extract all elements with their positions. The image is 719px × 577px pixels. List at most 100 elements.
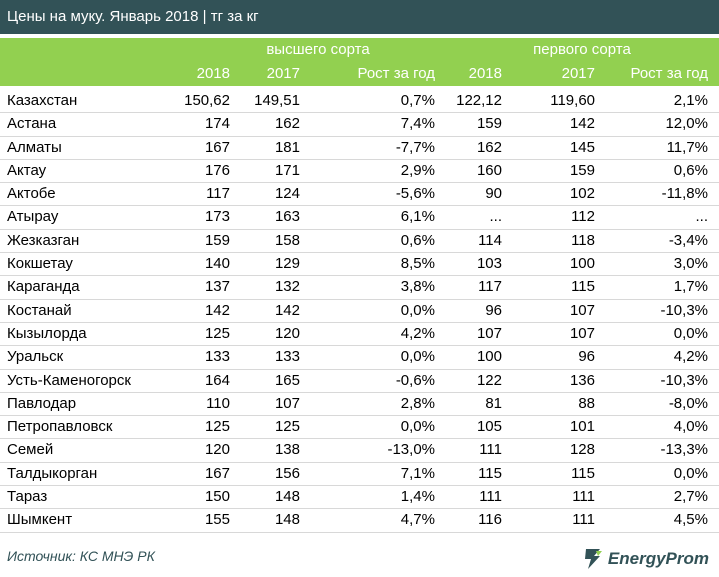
value-cell: 0,7% (400, 92, 435, 109)
value-cell: 0,0% (400, 418, 435, 436)
value-cell: 1,4% (400, 488, 435, 506)
value-cell: 128 (569, 441, 595, 459)
value-cell: 101 (569, 418, 595, 436)
value-cell: 159 (569, 161, 595, 179)
city-cell: Жезказган (7, 231, 80, 249)
value-cell: 3,0% (673, 255, 708, 273)
city-cell: Атырау (7, 208, 59, 226)
value-cell: 115 (571, 278, 595, 296)
value-cell: 176 (204, 161, 230, 179)
value-cell: 6,1% (400, 208, 435, 226)
value-cell: 105 (476, 418, 502, 436)
value-cell: -13,0% (387, 441, 435, 459)
value-cell: 132 (274, 278, 300, 296)
value-cell: 125 (204, 324, 230, 342)
value-cell: -0,6% (395, 371, 435, 389)
city-cell: Актау (7, 161, 47, 179)
table-row: Уральск 133 133 0,0% 100 96 4,2% (0, 346, 719, 370)
value-cell: 2,7% (673, 488, 708, 506)
table-row: Усть-Каменогорск 164 165 -0,6% 122 136 -10,3% (0, 370, 719, 393)
value-cell: 148 (274, 488, 300, 506)
value-cell: 118 (571, 231, 595, 249)
value-cell: 12,0% (665, 115, 708, 133)
value-cell: 120 (204, 441, 230, 459)
value-cell: 145 (569, 138, 595, 156)
value-cell: 0,0% (400, 348, 435, 366)
table-row: Жезказган 159 158 0,6% 114 118 -3,4% (0, 230, 719, 254)
value-cell: 125 (274, 418, 300, 436)
value-cell: 156 (274, 464, 300, 482)
energyprom-logo-icon (584, 549, 602, 569)
value-cell: 155 (204, 511, 230, 529)
value-cell: -8,0% (668, 394, 708, 412)
value-cell: 129 (274, 255, 300, 273)
city-cell: Шымкент (7, 511, 73, 529)
value-cell: 107 (476, 324, 502, 342)
group-premium: высшего сорта (266, 41, 370, 58)
value-cell: 7,4% (400, 115, 435, 133)
col-header: 2017 (266, 65, 300, 82)
value-cell: -5,6% (395, 185, 435, 203)
city-cell: Тараз (7, 488, 48, 506)
city-cell: Астана (7, 115, 57, 133)
table-row: Павлодар 110 107 2,8% 81 88 -8,0% (0, 393, 719, 417)
column-header-row: 2018 2017 Рост за год 2018 2017 Рост за … (0, 62, 719, 86)
value-cell: 122 (476, 371, 502, 389)
value-cell: 122,12 (456, 92, 502, 109)
value-cell: 90 (485, 185, 502, 203)
col-header: 2018 (196, 65, 230, 82)
value-cell: 116 (478, 511, 502, 529)
city-cell: Усть-Каменогорск (7, 371, 131, 389)
table-title: Цены на муку. Январь 2018 | тг за кг (0, 0, 719, 34)
value-cell: 167 (204, 138, 230, 156)
value-cell: 181 (274, 138, 300, 156)
value-cell: 111 (572, 488, 595, 506)
value-cell: 3,8% (400, 278, 435, 296)
city-cell: Талдыкорган (7, 464, 98, 482)
value-cell: 162 (274, 115, 300, 133)
value-cell: 133 (274, 348, 300, 366)
value-cell: 133 (204, 348, 230, 366)
value-cell: 142 (569, 115, 595, 133)
value-cell: 111 (479, 488, 502, 506)
value-cell: 2,1% (673, 92, 708, 109)
value-cell: -3,4% (668, 231, 708, 249)
value-cell: 150 (204, 488, 230, 506)
value-cell: 0,6% (400, 231, 435, 249)
value-cell: 162 (476, 138, 502, 156)
value-cell: 4,7% (400, 511, 435, 529)
city-cell: Кызылорда (7, 324, 87, 342)
table-row: Костанай 142 142 0,0% 96 107 -10,3% (0, 300, 719, 323)
value-cell: 165 (274, 371, 300, 389)
table-row: Семей 120 138 -13,0% 111 128 -13,3% (0, 439, 719, 463)
value-cell: 0,6% (673, 161, 708, 179)
value-cell: 163 (274, 208, 300, 226)
value-cell: 81 (485, 394, 502, 412)
table-row: Караганда 137 132 3,8% 117 115 1,7% (0, 276, 719, 300)
value-cell: 174 (204, 115, 230, 133)
col-header: 2017 (561, 65, 595, 82)
table-row: Талдыкорган 167 156 7,1% 115 115 0,0% (0, 463, 719, 487)
value-cell: 4,5% (673, 511, 708, 529)
city-cell: Семей (7, 441, 54, 459)
city-cell: Казахстан (7, 92, 78, 109)
value-cell: 96 (485, 301, 502, 319)
value-cell: 124 (274, 185, 300, 203)
value-cell: -11,8% (661, 185, 708, 203)
energyprom-logo: EnergyProm (582, 546, 709, 572)
table-row: Казахстан 150,62 149,51 0,7% 122,12 119,60 2,1… (0, 90, 719, 114)
value-cell: 159 (204, 231, 230, 249)
value-cell: ... (695, 208, 708, 226)
value-cell: 142 (204, 301, 230, 319)
group-first: первого сорта (533, 41, 631, 58)
city-cell: Петропавловск (7, 418, 113, 436)
table-row: Астана 174 162 7,4% 159 142 12,0% (0, 113, 719, 137)
value-cell: 11,7% (666, 138, 708, 156)
value-cell: 117 (478, 278, 502, 296)
value-cell: 173 (204, 208, 230, 226)
table-row: Кызылорда 125 120 4,2% 107 107 0,0% (0, 323, 719, 347)
table-row: Петропавловск 125 125 0,0% 105 101 4,0% (0, 416, 719, 440)
table-row: Алматы 167 181 -7,7% 162 145 11,7% (0, 137, 719, 160)
value-cell: 4,2% (400, 324, 435, 342)
value-cell: 100 (569, 255, 595, 273)
